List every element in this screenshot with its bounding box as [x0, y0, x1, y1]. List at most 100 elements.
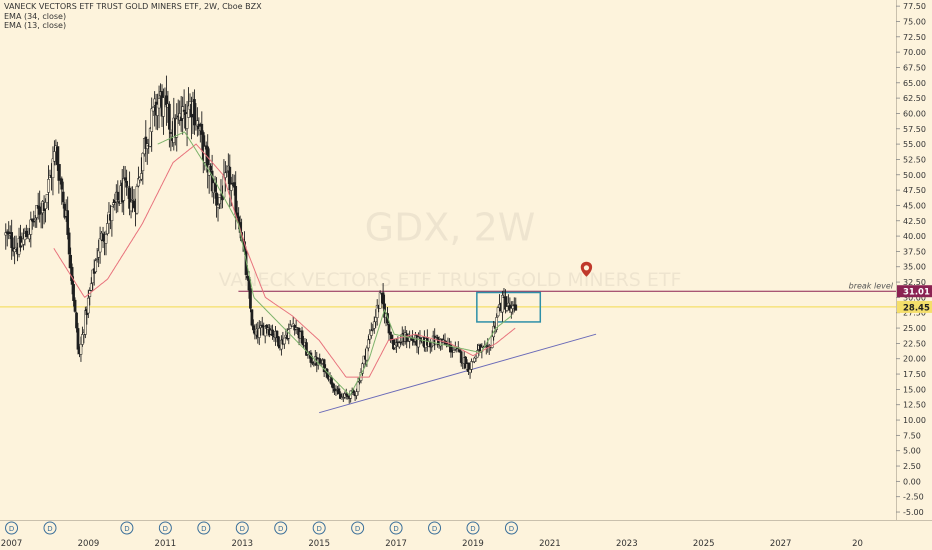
- dividend-marker: [5, 521, 19, 535]
- candle-body: [352, 390, 355, 393]
- dividend-marker-label: D: [432, 525, 437, 533]
- candle-body: [106, 223, 109, 234]
- current-price-label-bg: [897, 300, 932, 313]
- candle-body: [141, 152, 145, 172]
- candle-body: [514, 304, 518, 311]
- candle-body: [277, 336, 280, 347]
- y-tick-label: 2.50: [903, 462, 921, 471]
- candle-body: [135, 186, 139, 214]
- candle-body: [300, 330, 304, 344]
- candle-body: [505, 306, 509, 311]
- candle-body: [89, 283, 93, 291]
- candle-body: [234, 186, 238, 215]
- candle-body: [116, 191, 120, 201]
- candle-body: [165, 95, 168, 105]
- x-tick-label: 2015: [308, 539, 330, 549]
- candle-body: [169, 132, 173, 134]
- candle-body: [73, 299, 77, 312]
- candle-body: [282, 337, 286, 345]
- candle-body: [216, 204, 220, 208]
- candle-body: [30, 218, 34, 222]
- dividend-marker-label: D: [163, 525, 168, 533]
- x-tick-label: 2021: [539, 539, 561, 549]
- candle-body: [399, 342, 403, 344]
- candle-body: [110, 206, 114, 221]
- candle-body: [430, 345, 434, 348]
- candle-body: [311, 361, 314, 364]
- candle-body: [104, 234, 108, 244]
- y-tick-label: 12.50: [903, 401, 926, 410]
- y-tick-label: 30.00: [903, 293, 926, 302]
- candle-body: [334, 390, 338, 392]
- ema13-line: [157, 131, 512, 397]
- legend-ema34: EMA (34, close): [4, 11, 67, 21]
- break-level-price-label-bg: [897, 285, 932, 298]
- candle-body: [33, 217, 37, 220]
- dividend-marker-label: D: [509, 525, 514, 533]
- dividend-marker: [504, 521, 518, 535]
- y-tick-label: 42.50: [903, 217, 926, 226]
- candle-body: [225, 171, 229, 173]
- candle-body: [229, 184, 233, 191]
- candle-body: [56, 146, 59, 165]
- candle-body: [81, 334, 84, 345]
- x-tick-label: 2013: [231, 539, 253, 549]
- candle-body: [389, 331, 392, 335]
- y-tick-label: 0.00: [903, 477, 921, 486]
- candle-body: [358, 381, 361, 383]
- candle-body: [44, 201, 47, 209]
- candle-body: [131, 199, 134, 201]
- x-tick-label: 2025: [693, 539, 715, 549]
- dividend-marker-label: D: [278, 525, 283, 533]
- candle-body: [374, 317, 378, 323]
- candle-body: [193, 99, 196, 126]
- dividend-marker-label: D: [393, 525, 398, 533]
- candle-body: [260, 324, 264, 328]
- candle-body: [213, 183, 217, 192]
- candle-body: [72, 284, 75, 301]
- candle-body: [495, 317, 498, 330]
- candle-body: [157, 98, 161, 109]
- candle-body: [67, 232, 71, 255]
- y-tick-label: 35.00: [903, 263, 926, 272]
- candle-body: [168, 103, 171, 130]
- candle-body: [66, 210, 70, 235]
- x-tick-label: 2019: [462, 539, 484, 549]
- dividend-marker: [197, 521, 211, 535]
- y-tick-label: 40.00: [903, 232, 926, 241]
- candle-body: [387, 323, 391, 334]
- y-tick-label: 77.50: [903, 2, 926, 11]
- candle-body: [57, 164, 61, 181]
- dividend-marker-label: D: [470, 525, 475, 533]
- candle-body: [381, 292, 385, 305]
- y-tick-label: 50.00: [903, 171, 926, 180]
- candle-body: [150, 108, 154, 132]
- y-tick-label: 72.50: [903, 33, 926, 42]
- candle-body: [86, 297, 90, 314]
- legend-title: VANECK VECTORS ETF TRUST GOLD MINERS ETF…: [4, 2, 262, 11]
- candle-body: [51, 158, 55, 178]
- dividend-marker: [43, 521, 57, 535]
- candle-body: [53, 151, 56, 162]
- support-trendline: [319, 333, 597, 414]
- candle-body: [371, 329, 375, 331]
- y-tick-label: 62.50: [903, 94, 926, 103]
- y-tick-label: 10.00: [903, 416, 926, 425]
- candle-body: [61, 191, 65, 203]
- candle-body: [126, 186, 130, 188]
- watermark-name: VANECK VECTORS ETF TRUST GOLD MINERS ETF: [219, 269, 682, 291]
- candle-body: [224, 172, 227, 178]
- dividend-marker: [351, 521, 365, 535]
- candle-body: [185, 113, 189, 129]
- candle-body: [60, 178, 64, 190]
- dividend-marker: [120, 521, 134, 535]
- y-tick-label: -5.00: [903, 508, 924, 517]
- candle-body: [470, 361, 473, 370]
- candle-body: [10, 232, 14, 248]
- y-tick-label: 22.50: [903, 339, 926, 348]
- y-tick-label: 7.50: [903, 431, 921, 440]
- y-tick-label: 65.00: [903, 79, 926, 88]
- candle-body: [209, 165, 213, 171]
- current-price-label: 28.45: [903, 303, 930, 313]
